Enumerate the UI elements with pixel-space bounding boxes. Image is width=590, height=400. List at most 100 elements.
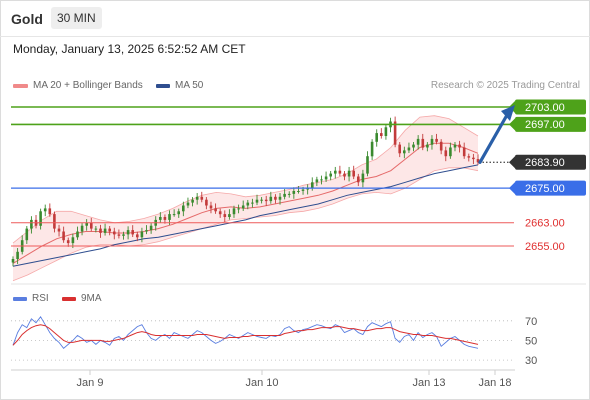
candle-body <box>366 156 369 174</box>
bollinger-upper-line <box>12 115 479 244</box>
candle-body <box>136 234 139 238</box>
candle-body <box>384 127 388 136</box>
candle-body <box>297 191 300 192</box>
candle-body <box>214 208 217 212</box>
level-badge-pointer <box>509 156 515 169</box>
candle-body <box>458 144 461 148</box>
legend-ma50-label: MA 50 <box>175 80 204 91</box>
legend-swatch-rsi <box>13 297 27 301</box>
candle-body <box>462 147 466 157</box>
candle-body <box>218 211 222 215</box>
candle-body <box>99 228 102 233</box>
candle-body <box>237 208 240 210</box>
candle-body <box>182 205 185 212</box>
candle-body <box>241 205 245 209</box>
timeframe-button[interactable]: 30 MIN <box>51 7 102 29</box>
candle-body <box>57 228 61 232</box>
candle-body <box>205 199 208 206</box>
candle-body <box>315 179 319 183</box>
candle-body <box>287 193 291 195</box>
candle-body <box>472 157 475 160</box>
candle-body <box>375 133 378 142</box>
rsi-ma-line <box>12 324 479 346</box>
candle-body <box>421 138 425 148</box>
candle-body <box>352 170 355 177</box>
candle-body <box>66 240 70 244</box>
time-tick-label: Jan 13 <box>412 377 445 389</box>
candle-body <box>246 202 250 206</box>
candle-body <box>168 214 171 220</box>
legend-swatch-ma20 <box>13 84 28 88</box>
level-badge-current <box>515 154 586 170</box>
candle-body <box>453 144 457 148</box>
candle-body <box>71 237 75 244</box>
chart-datetime: Monday, January 13, 2025 6:52:52 AM CET <box>13 42 246 56</box>
candle-body <box>80 225 84 232</box>
candle-body <box>62 231 65 241</box>
candle-body <box>209 205 213 209</box>
candle-body <box>16 251 19 259</box>
ma50-line <box>12 164 479 267</box>
candle-body <box>140 231 144 238</box>
candle-body <box>269 196 273 202</box>
candle-body <box>444 150 448 157</box>
candle-body <box>430 138 434 145</box>
candle-body <box>347 170 351 177</box>
candle-body <box>338 170 342 174</box>
candle-body <box>292 191 296 194</box>
candle-body <box>329 173 332 177</box>
projection-arrow-shaft <box>478 113 509 164</box>
candle-body <box>306 188 309 190</box>
candle-body <box>223 214 227 217</box>
candle-body <box>200 196 204 200</box>
candle-body <box>11 259 15 263</box>
candle-body <box>186 202 190 206</box>
candle-body <box>159 217 162 220</box>
candle-body <box>94 228 98 230</box>
candle-body <box>435 138 438 142</box>
time-tick-label: Jan 9 <box>77 377 104 389</box>
level-badge-resistance <box>515 99 586 115</box>
candle-body <box>85 222 88 226</box>
rsi-tick-label: 50 <box>525 335 537 347</box>
candle-body <box>48 208 52 215</box>
candle-body <box>439 141 443 151</box>
candle-body <box>117 234 121 236</box>
candle-body <box>283 193 286 197</box>
candle-body <box>361 173 365 183</box>
projection-arrow-head <box>501 105 515 121</box>
candle-body <box>76 231 79 238</box>
candle-body <box>370 141 374 157</box>
candle-body <box>232 208 236 215</box>
candle-body <box>251 202 254 204</box>
research-credit: Research © 2025 Trading Central <box>430 80 580 91</box>
level-label-support: 2655.00 <box>525 241 565 253</box>
candle-body <box>30 219 33 229</box>
candle-body <box>103 228 107 233</box>
candle-body <box>53 214 56 229</box>
instrument-title: Gold <box>11 11 43 27</box>
candle-body <box>311 182 314 189</box>
candle-body <box>301 189 305 191</box>
level-label-resistance: 2697.00 <box>525 119 565 131</box>
legend-swatch-ma50 <box>156 84 170 88</box>
candle-body <box>145 230 148 232</box>
candle-body <box>449 147 452 157</box>
candle-body <box>264 199 268 202</box>
candle-body <box>131 230 134 235</box>
level-label-resistance: 2703.00 <box>525 102 565 114</box>
candle-body <box>467 156 471 158</box>
ma20-line <box>12 142 479 264</box>
candle-body <box>113 231 116 235</box>
candle-body <box>39 211 42 226</box>
candle-body <box>90 222 93 229</box>
legend-swatch-rsi-ma <box>62 297 76 301</box>
candle-body <box>108 228 111 232</box>
candle-body <box>324 176 328 180</box>
candle-body <box>407 147 411 151</box>
candle-body <box>122 234 125 236</box>
bollinger-band-area <box>13 115 478 281</box>
rsi-tick-label: 70 <box>525 316 537 328</box>
candle-body <box>195 196 199 200</box>
